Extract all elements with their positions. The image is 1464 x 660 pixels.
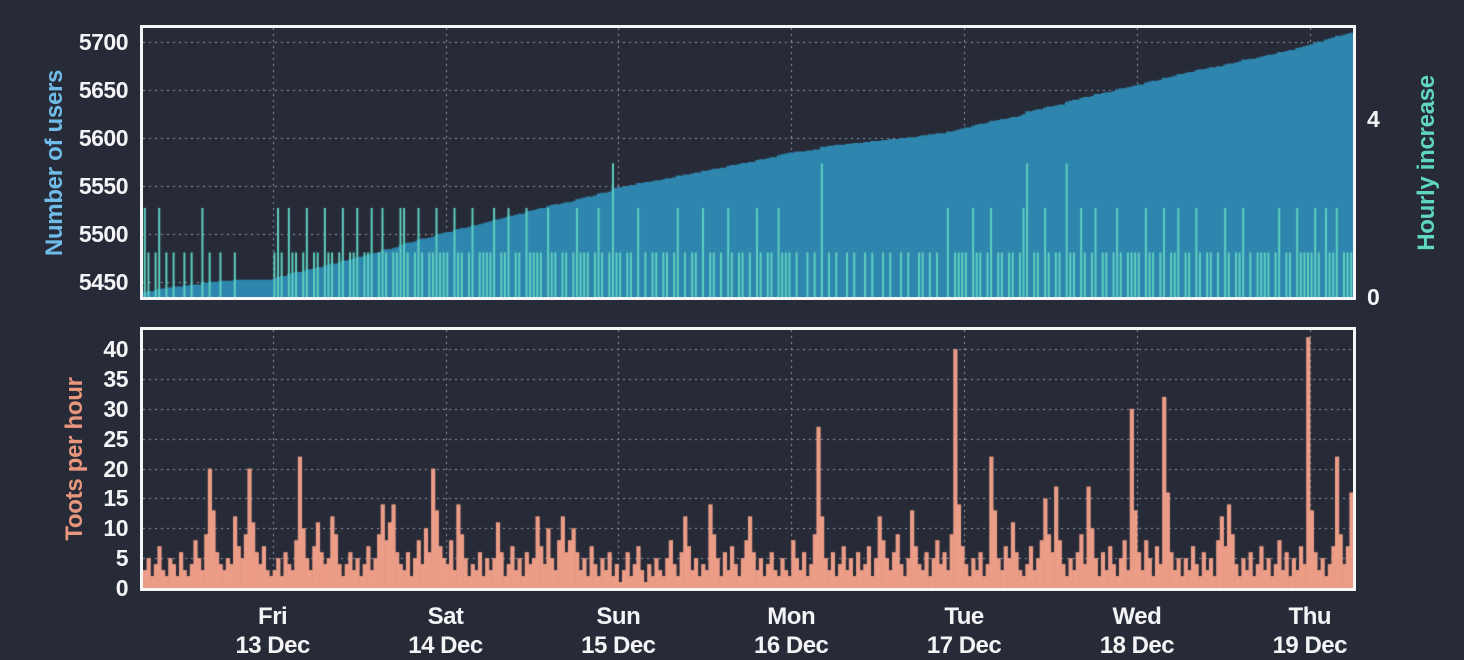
- y-tick-label: 0: [1367, 284, 1407, 310]
- y-tick-label: 40: [36, 336, 128, 362]
- y-tick-label: 5600: [36, 125, 128, 151]
- y-tick-label: 5650: [36, 77, 128, 103]
- users-growth-chart: [140, 25, 1356, 300]
- y-tick-label: 5550: [36, 173, 128, 199]
- y-axis-title-hourly-increase: Hourly increase: [1413, 75, 1441, 251]
- y-tick-label: 5700: [36, 29, 128, 55]
- x-tick-label: 18 Dec: [1067, 632, 1207, 660]
- x-tick-label: Wed: [1067, 603, 1207, 631]
- y-tick-label: 25: [36, 426, 128, 452]
- x-tick-label: Sun: [548, 603, 688, 631]
- x-tick-label: Mon: [721, 603, 861, 631]
- y-tick-label: 4: [1367, 106, 1407, 132]
- y-tick-label: 5450: [36, 269, 128, 295]
- x-tick-label: 16 Dec: [721, 632, 861, 660]
- toots-per-hour-chart: [140, 327, 1356, 591]
- y-tick-label: 30: [36, 396, 128, 422]
- y-tick-label: 15: [36, 485, 128, 511]
- y-tick-label: 20: [36, 456, 128, 482]
- x-tick-label: Sat: [376, 603, 516, 631]
- x-tick-label: Thu: [1240, 603, 1380, 631]
- users-growth-canvas: [143, 28, 1353, 297]
- x-tick-label: 19 Dec: [1240, 632, 1380, 660]
- y-tick-label: 35: [36, 366, 128, 392]
- x-tick-label: Fri: [203, 603, 343, 631]
- x-tick-label: 14 Dec: [376, 632, 516, 660]
- y-tick-label: 10: [36, 515, 128, 541]
- toots-per-hour-canvas: [143, 330, 1353, 588]
- y-tick-label: 5500: [36, 221, 128, 247]
- instance-stats-dashboard: { "page": { "background": "#272b38", "fr…: [0, 0, 1464, 660]
- y-tick-label: 5: [36, 545, 128, 571]
- y-tick-label: 0: [36, 575, 128, 601]
- x-tick-label: 15 Dec: [548, 632, 688, 660]
- x-tick-label: 13 Dec: [203, 632, 343, 660]
- x-tick-label: 17 Dec: [894, 632, 1034, 660]
- x-tick-label: Tue: [894, 603, 1034, 631]
